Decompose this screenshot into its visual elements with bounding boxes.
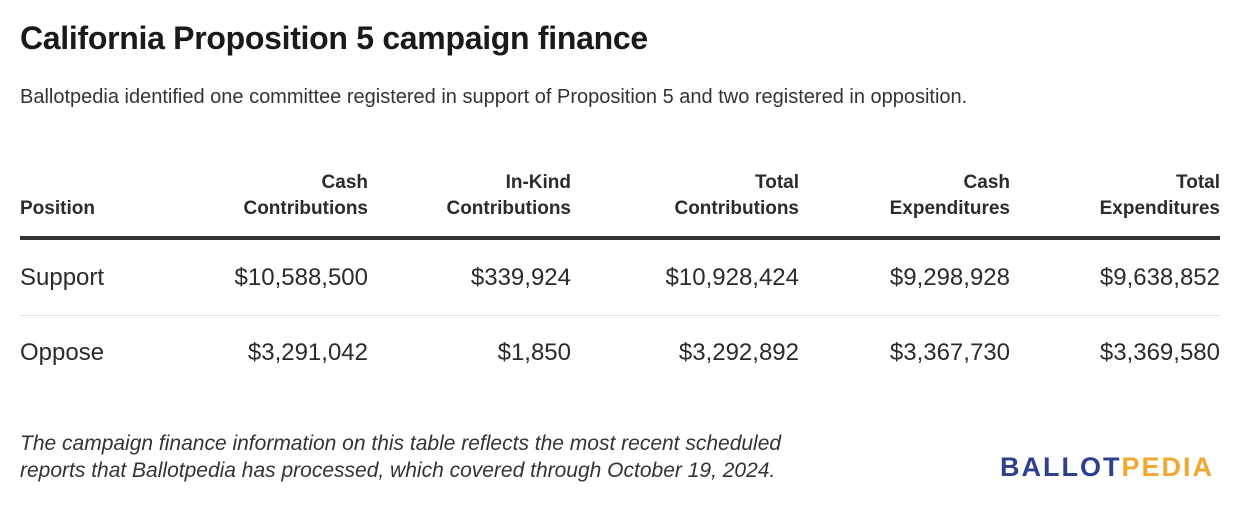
header-cash-contributions: Cash Contributions [180, 170, 368, 240]
table-row-support: Support $10,588,500 $339,924 $10,928,424… [20, 238, 1220, 316]
header-inkind-contributions: In-Kind Contributions [368, 170, 571, 240]
header-line2: Expenditures [889, 198, 1010, 219]
header-cash-expenditures: Cash Expenditures [799, 170, 1010, 240]
campaign-finance-table: Position Cash Contributions In-Kind Cont… [20, 170, 1220, 389]
table-header-row: Position Cash Contributions In-Kind Cont… [20, 170, 1220, 240]
cell-inkind-contributions: $339,924 [368, 238, 571, 316]
header-line2: Contributions [243, 198, 368, 219]
header-position: Position [20, 170, 180, 240]
cell-total-contributions: $10,928,424 [571, 238, 799, 316]
cell-cash-expenditures: $3,367,730 [889, 338, 1010, 366]
header-line1: In-Kind [505, 172, 571, 193]
cell-total-expenditures: $9,638,852 [1010, 238, 1220, 316]
page-subtitle: Ballotpedia identified one committee reg… [20, 86, 968, 108]
header-line2: Contributions [674, 198, 799, 219]
footnote-line1: The campaign finance information on this… [20, 432, 782, 455]
cell-total-contributions: $3,292,892 [678, 338, 799, 366]
header-line1: Total [1176, 172, 1220, 193]
footnote-line2: reports that Ballotpedia has processed, … [20, 459, 776, 482]
logo-part1: BALLOT [999, 452, 1122, 482]
cell-cash-contributions: $10,588,500 [180, 238, 368, 316]
logo-part2: PEDIA [1121, 452, 1214, 482]
header-line1: Cash [321, 172, 368, 193]
table-row-oppose: Oppose $3,291,042 $1,850 $3,292,892 $3,3… [20, 316, 1220, 390]
cell-inkind-contributions: $1,850 [497, 338, 571, 366]
cell-cash-contributions: $3,291,042 [247, 338, 368, 366]
header-total-expenditures: Total Expenditures [1010, 170, 1220, 240]
ballotpedia-logo: BALLOTPEDIA [1000, 452, 1214, 483]
header-total-contributions: Total Contributions [571, 170, 799, 240]
cell-position: Oppose [20, 338, 105, 366]
header-line2: Position [20, 198, 95, 219]
footnote: The campaign finance information on this… [20, 430, 920, 484]
cell-total-expenditures: $3,369,580 [1099, 338, 1220, 366]
cell-position: Support [20, 238, 180, 316]
header-line1: Total [755, 172, 799, 193]
page-title: California Proposition 5 campaign financ… [20, 20, 648, 56]
cell-cash-expenditures: $9,298,928 [799, 238, 1010, 316]
header-line2: Contributions [446, 198, 571, 219]
header-line2: Expenditures [1099, 198, 1220, 219]
header-line1: Cash [963, 172, 1010, 193]
